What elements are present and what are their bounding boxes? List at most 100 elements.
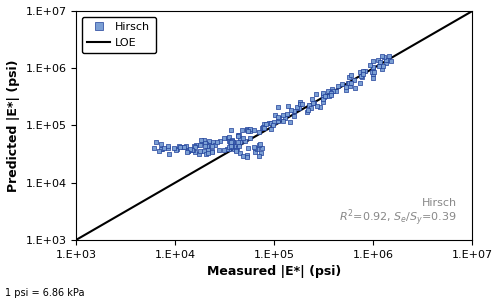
Point bbox=[184, 149, 192, 154]
Point bbox=[188, 148, 196, 153]
Point bbox=[380, 64, 388, 69]
Point bbox=[267, 120, 275, 125]
Point bbox=[270, 120, 278, 125]
Point bbox=[226, 139, 234, 144]
Point bbox=[298, 102, 306, 106]
Point bbox=[239, 154, 247, 158]
Point bbox=[274, 105, 282, 110]
Point bbox=[308, 97, 316, 102]
Point bbox=[152, 140, 160, 145]
Point bbox=[246, 129, 254, 134]
Point bbox=[281, 116, 289, 120]
Point bbox=[186, 147, 194, 152]
Point bbox=[296, 100, 304, 105]
Point bbox=[359, 71, 367, 76]
Point bbox=[344, 81, 352, 86]
Point bbox=[253, 147, 261, 152]
Point bbox=[382, 60, 390, 65]
Point bbox=[232, 148, 240, 152]
Point bbox=[280, 118, 287, 123]
Point bbox=[238, 136, 246, 140]
Point bbox=[262, 122, 270, 127]
Point bbox=[334, 84, 342, 89]
Point bbox=[201, 143, 209, 148]
Point bbox=[313, 104, 321, 109]
Point bbox=[342, 85, 349, 89]
Point bbox=[378, 67, 386, 71]
Point bbox=[243, 152, 251, 157]
Point bbox=[202, 142, 209, 147]
Point bbox=[196, 151, 203, 156]
Point bbox=[164, 146, 172, 151]
Point bbox=[374, 58, 382, 63]
Point bbox=[369, 71, 377, 76]
Point bbox=[310, 100, 318, 105]
Point bbox=[200, 148, 208, 153]
Point bbox=[204, 151, 212, 155]
Point bbox=[332, 88, 340, 93]
Point bbox=[338, 82, 346, 87]
Point bbox=[236, 140, 244, 145]
Point bbox=[258, 145, 266, 150]
Point bbox=[305, 102, 313, 107]
Point bbox=[342, 88, 350, 92]
Point bbox=[208, 149, 216, 154]
Point bbox=[224, 138, 232, 143]
Point bbox=[188, 148, 196, 153]
Point bbox=[276, 116, 283, 121]
Point bbox=[210, 139, 218, 144]
Point bbox=[238, 128, 246, 132]
Point bbox=[236, 133, 244, 137]
Point bbox=[294, 105, 302, 110]
Point bbox=[307, 106, 315, 111]
Point bbox=[274, 115, 281, 120]
Point bbox=[258, 126, 266, 131]
Point bbox=[250, 145, 258, 150]
Point bbox=[180, 144, 188, 149]
Point bbox=[227, 144, 235, 149]
Point bbox=[256, 141, 264, 146]
Point bbox=[380, 55, 388, 59]
Point bbox=[173, 147, 181, 152]
Point bbox=[196, 143, 203, 148]
Point bbox=[220, 148, 228, 152]
Point bbox=[150, 145, 158, 150]
Point bbox=[220, 135, 228, 140]
Point bbox=[224, 136, 232, 140]
Point bbox=[170, 146, 177, 150]
Point bbox=[180, 145, 188, 150]
X-axis label: Measured |E*| (psi): Measured |E*| (psi) bbox=[208, 265, 342, 278]
Point bbox=[265, 121, 273, 126]
Point bbox=[242, 138, 250, 143]
Point bbox=[382, 58, 390, 62]
Point bbox=[228, 139, 235, 143]
Point bbox=[228, 142, 236, 147]
Text: Hirsch: Hirsch bbox=[422, 198, 456, 208]
Point bbox=[346, 83, 354, 88]
Point bbox=[356, 80, 364, 85]
Point bbox=[361, 69, 369, 74]
Point bbox=[257, 151, 265, 155]
Point bbox=[228, 140, 236, 145]
Point bbox=[310, 101, 318, 106]
Point bbox=[200, 141, 208, 146]
Point bbox=[158, 147, 166, 152]
Point bbox=[226, 128, 234, 133]
Point bbox=[290, 109, 298, 113]
Point bbox=[230, 143, 237, 148]
Point bbox=[226, 134, 234, 139]
Point bbox=[328, 87, 336, 92]
Point bbox=[233, 146, 241, 151]
Point bbox=[286, 120, 294, 124]
Point bbox=[229, 140, 237, 145]
Point bbox=[287, 107, 295, 112]
Point bbox=[202, 144, 210, 149]
Point bbox=[192, 143, 200, 148]
Point bbox=[384, 57, 392, 62]
Point bbox=[191, 150, 199, 154]
Point bbox=[347, 81, 355, 86]
Point bbox=[378, 54, 386, 58]
Point bbox=[366, 62, 374, 67]
Point bbox=[324, 94, 332, 99]
Point bbox=[320, 91, 328, 96]
